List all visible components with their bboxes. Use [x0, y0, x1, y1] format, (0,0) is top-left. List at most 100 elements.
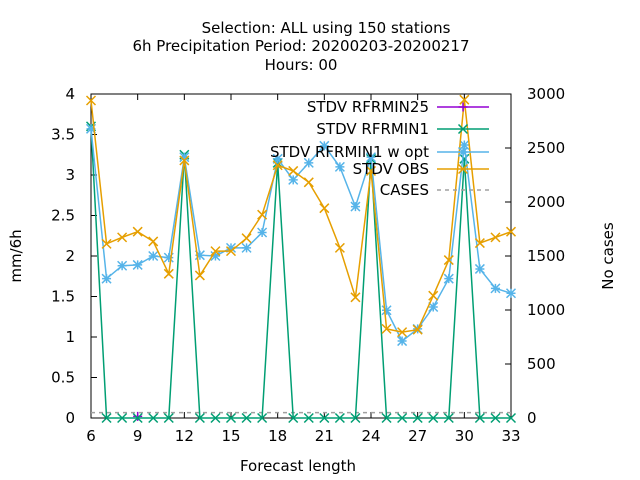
data-point: [457, 146, 469, 158]
data-point: [428, 301, 439, 313]
data-point: [334, 161, 345, 172]
data-point: [397, 412, 408, 424]
data-point: [474, 412, 485, 424]
data-point: [225, 412, 237, 424]
title-line-selection: Selection: ALL using 150 stations: [202, 19, 451, 37]
data-point: [428, 412, 439, 424]
data-point: [210, 412, 221, 424]
y2-axis-label: No cases: [599, 222, 617, 290]
data-point: [101, 273, 112, 284]
y-tick-label: 1.5: [51, 288, 75, 306]
data-point: [365, 152, 377, 163]
y-tick-label: 3.5: [51, 126, 75, 144]
data-point: [272, 160, 283, 171]
data-point: [319, 140, 330, 151]
x-tick-label: 21: [315, 427, 334, 445]
data-point: [474, 263, 485, 274]
data-point: [288, 412, 299, 424]
data-point: [474, 238, 485, 249]
data-point: [117, 412, 128, 424]
data-point: [412, 324, 423, 335]
data-point: [210, 250, 221, 262]
x-tick-label: 24: [361, 427, 380, 445]
y2-tick-label: 1500: [527, 247, 565, 265]
x-tick-label: 15: [221, 427, 240, 445]
data-point: [428, 290, 439, 301]
data-point: [132, 412, 143, 424]
data-point: [257, 209, 268, 220]
data-point: [241, 233, 252, 244]
data-point: [443, 412, 454, 424]
y-tick-label: 4: [65, 85, 75, 103]
data-point: [459, 139, 470, 151]
legend-label: STDV RFRMIN1 w opt: [270, 143, 429, 161]
data-point: [288, 165, 299, 176]
data-point: [457, 163, 469, 175]
data-point: [443, 273, 454, 284]
data-point: [412, 412, 423, 424]
data-point: [459, 94, 470, 105]
data-point: [85, 123, 97, 134]
y-tick-label: 2.5: [51, 207, 75, 225]
x-tick-label: 33: [501, 427, 520, 445]
data-point: [381, 305, 392, 316]
data-point: [163, 268, 174, 279]
legend-label: STDV RFRMIN1: [316, 120, 429, 138]
chart-title: Selection: ALL using 150 stations 6h Pre…: [132, 19, 469, 74]
series-line: [90, 99, 512, 333]
data-point: [163, 412, 174, 424]
data-point: [132, 259, 143, 270]
legend-label: CASES: [380, 181, 429, 199]
series-stdv-rfrmin25: [133, 411, 143, 421]
x-tick-label: 30: [455, 427, 474, 445]
data-point: [101, 412, 112, 424]
data-point: [365, 165, 377, 176]
data-point: [194, 412, 205, 424]
data-point: [350, 201, 361, 212]
axes: 6 9 12 15 18 21 24 27 30 33 0 0.5 1 1.5 2 2.5 3 3.5 4 0 500 1…: [51, 85, 565, 445]
data-point: [334, 242, 345, 253]
data-point: [194, 250, 205, 261]
data-point: [288, 174, 299, 185]
data-point: [319, 203, 330, 214]
data-point: [225, 246, 237, 257]
series-line: [90, 126, 511, 419]
y-tick-label: 1: [65, 328, 75, 346]
data-point: [85, 95, 97, 106]
x-tick-label: 18: [268, 427, 287, 445]
data-point: [490, 232, 501, 243]
x-axis-label: Forecast length: [240, 457, 356, 475]
data-point: [319, 412, 330, 424]
y2-tick-label: 1000: [527, 301, 565, 319]
data-point: [350, 412, 361, 424]
title-line-hours: Hours: 00: [265, 56, 338, 74]
data-point: [163, 252, 174, 263]
y2-tick-label: 2000: [527, 193, 565, 211]
data-point: [257, 227, 268, 238]
data-point: [303, 177, 314, 188]
y2-tick-label: 500: [527, 355, 556, 373]
x-tick-label: 27: [408, 427, 427, 445]
data-point: [490, 283, 501, 294]
x-tick-label: 9: [133, 427, 143, 445]
legend: STDV RFRMIN25 STDV RFRMIN1 STDV RFRMIN1 w …: [270, 98, 489, 199]
data-point: [505, 412, 517, 424]
data-point: [133, 411, 143, 421]
data-point: [257, 412, 268, 424]
series-stdv-obs: [85, 94, 517, 338]
data-point: [132, 226, 143, 237]
data-point: [117, 232, 128, 243]
data-point: [225, 242, 237, 253]
data-point: [505, 288, 517, 299]
data-point: [179, 155, 190, 166]
y-tick-label: 0.5: [51, 369, 75, 387]
data-point: [148, 236, 159, 247]
data-point: [241, 412, 252, 424]
data-point: [457, 123, 469, 135]
y-tick-label: 3: [65, 166, 75, 184]
data-point: [397, 336, 408, 347]
data-point: [334, 412, 345, 424]
y-tick-label: 2: [65, 247, 75, 265]
series-stdv-rfrmin1: [85, 121, 517, 424]
